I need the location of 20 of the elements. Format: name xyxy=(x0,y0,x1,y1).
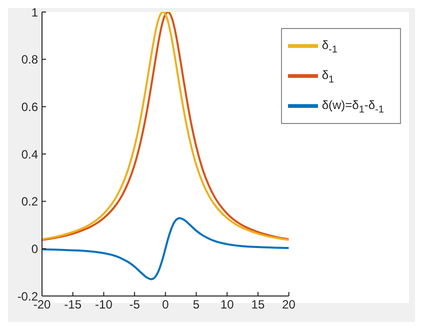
x-tick-label: 10 xyxy=(220,298,234,312)
y-tick-label: 0.6 xyxy=(21,100,38,114)
y-tick-label: -0.2 xyxy=(17,289,38,304)
x-tick-label: -15 xyxy=(64,298,82,312)
x-tick-label: -10 xyxy=(95,298,113,312)
legend-label: δ$_{1}$ xyxy=(322,68,334,86)
y-tick-label: 0.8 xyxy=(21,52,38,67)
legend-label: δ(w)=δ$_{1}$-δ$_{-1}$ xyxy=(322,98,384,116)
x-tick-label: 15 xyxy=(251,298,265,312)
line-series xyxy=(42,12,289,241)
x-tick-label: -5 xyxy=(129,298,140,312)
x-tick-label: 20 xyxy=(282,298,296,312)
x-tick-label: 0 xyxy=(162,298,170,312)
legend-label: δ$_{-1}$ xyxy=(322,38,338,56)
y-tick-label: 0.2 xyxy=(21,194,38,209)
y-tick-label: 0.4 xyxy=(21,147,38,162)
y-tick-label: 0 xyxy=(31,242,38,256)
y-tick-label: 1 xyxy=(31,5,38,20)
x-tick-label: 5 xyxy=(192,298,200,312)
line-series xyxy=(42,217,289,280)
